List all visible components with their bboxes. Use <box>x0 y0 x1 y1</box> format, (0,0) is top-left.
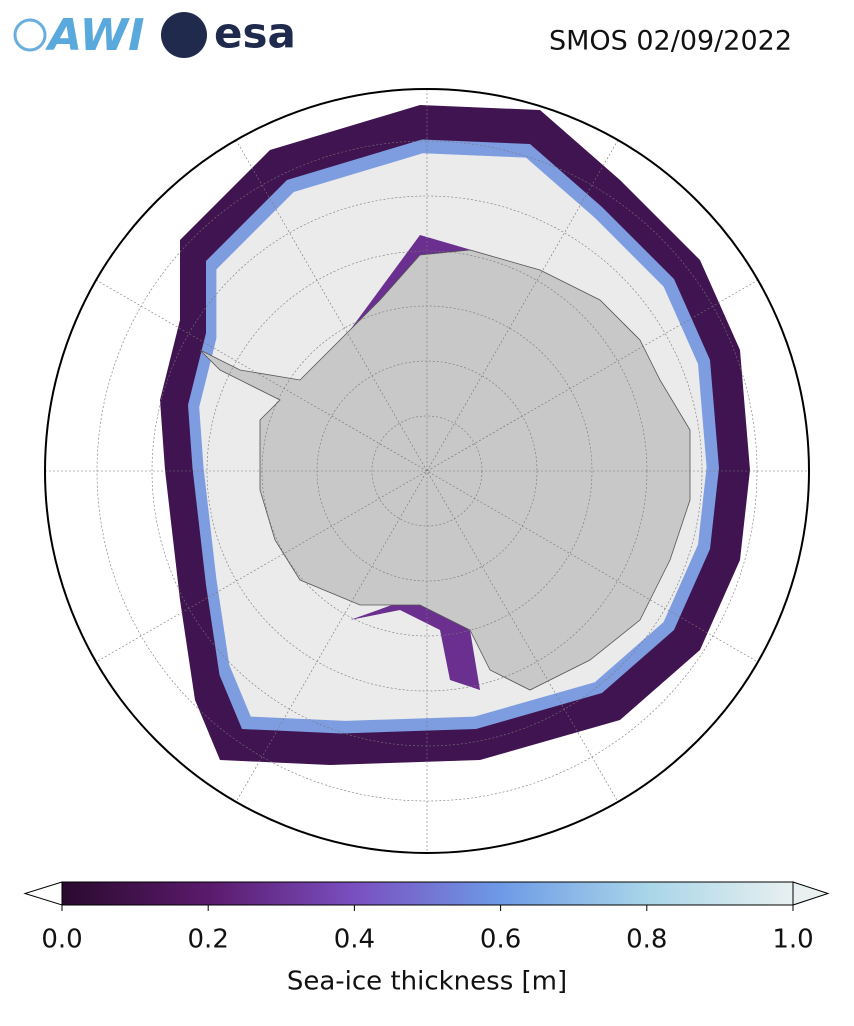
colorbar-extension-low <box>23 881 63 906</box>
colorbar-gradient <box>61 881 794 906</box>
colorbar-tick-label: 0.8 <box>626 925 667 955</box>
colorbar-label: Sea-ice thickness [m] <box>287 967 567 997</box>
colorbar-tick-label: 0.4 <box>334 925 375 955</box>
map <box>45 89 809 853</box>
awi-logo-mark <box>13 18 47 52</box>
colorbar-tick-label: 0.6 <box>480 925 521 955</box>
colorbar: Sea-ice thickness [m] 0.0 0.2 0.4 0.6 0.8 1.0 <box>23 881 830 997</box>
title: SMOS 02/09/2022 <box>549 26 792 57</box>
colorbar-tick-label: 1.0 <box>772 925 813 955</box>
esa-logo: esa <box>214 9 296 58</box>
graticule <box>45 89 809 853</box>
awi-logo: AWI <box>45 10 145 61</box>
colorbar-tick-label: 0.0 <box>41 925 82 955</box>
colorbar-tick-label: 0.2 <box>188 925 229 955</box>
esa-logo-mark <box>161 12 207 58</box>
sea-ice <box>160 105 750 765</box>
map-boundary <box>44 88 810 854</box>
colorbar-extension-high <box>792 881 830 906</box>
